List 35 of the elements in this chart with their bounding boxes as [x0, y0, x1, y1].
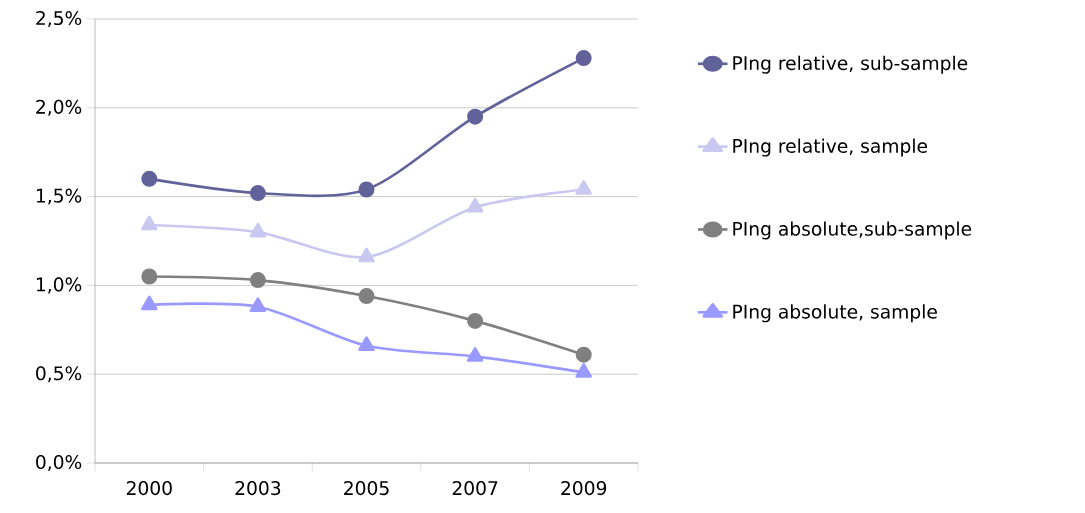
point: [358, 288, 375, 305]
point: [249, 185, 266, 202]
point: [575, 180, 592, 195]
point: [575, 50, 592, 67]
y-tick-label: 0,0%: [36, 454, 82, 471]
point: [358, 247, 375, 263]
point: [575, 346, 592, 363]
x-tick-label: 2009: [561, 481, 607, 496]
point: [249, 297, 267, 313]
x-tick-label: 2003: [235, 481, 281, 496]
point: [466, 197, 484, 213]
legend-label: PIng relative, sub-sample: [733, 55, 968, 74]
point: [467, 312, 484, 329]
point: [467, 108, 484, 125]
point: [249, 222, 267, 238]
y-tick-label: 2,5%: [36, 10, 82, 28]
point: [141, 170, 158, 187]
point: [575, 363, 592, 378]
point: [141, 295, 158, 311]
point: [249, 272, 266, 289]
x-tick-label: 2000: [126, 481, 172, 496]
point: [358, 181, 375, 198]
y-tick-label: 1,5%: [36, 188, 82, 205]
legend-label: PIng absolute, sample: [733, 304, 937, 323]
y-tick-label: 0,5%: [36, 366, 82, 383]
legend-label: PIng relative, sample: [733, 138, 928, 157]
y-tick-label: 2,0%: [36, 99, 82, 116]
point: [141, 215, 158, 231]
point: [358, 336, 375, 352]
point: [141, 268, 158, 285]
y-tick-label: 1,0%: [36, 277, 82, 294]
point: [466, 347, 484, 362]
x-tick-label: 2007: [452, 481, 498, 496]
legend-label: PIng absolute,sub-sample: [733, 221, 972, 240]
x-tick-label: 2005: [344, 481, 389, 496]
